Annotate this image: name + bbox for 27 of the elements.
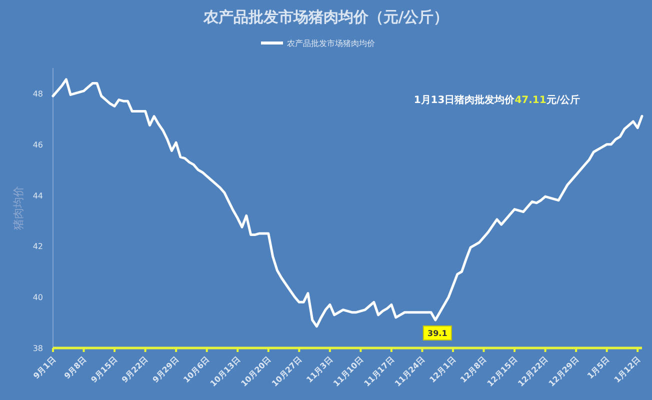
x-tick-label: 12月15日 <box>486 355 519 388</box>
legend-label: 农产品批发市场猪肉均价 <box>287 39 375 48</box>
x-tick-label: 10月6日 <box>182 355 212 385</box>
x-tick-label: 11月24日 <box>393 355 427 388</box>
y-axis-title: 猪肉均价 <box>12 186 25 230</box>
x-tick-label: 12月29日 <box>547 355 580 388</box>
x-tick-label: 9月22日 <box>120 355 150 385</box>
x-tick-label: 11月3日 <box>304 355 334 385</box>
x-tick-label: 9月15日 <box>89 355 119 385</box>
y-tick-label: 38 <box>32 344 43 353</box>
y-tick-label: 44 <box>32 191 43 200</box>
annotation: 1月13日猪肉批发均价47.11元/公斤 <box>414 94 580 106</box>
x-tick-label: 9月29日 <box>151 355 180 385</box>
y-tick-label: 40 <box>32 293 43 302</box>
x-tick-label: 9月8日 <box>62 355 88 381</box>
x-tick-label: 10月27日 <box>270 355 304 388</box>
chart-title: 农产品批发市场猪肉均价（元/公斤） <box>202 8 449 26</box>
data-label: 39.1 <box>428 329 448 338</box>
y-tick-label: 42 <box>32 242 43 252</box>
x-tick-label: 1月5日 <box>586 355 612 381</box>
x-tick-label: 9月1日 <box>32 355 58 381</box>
x-tick-label: 12月1日 <box>428 355 458 385</box>
x-tick-label: 12月8日 <box>458 355 488 385</box>
x-tick-label: 12月22日 <box>516 355 550 388</box>
y-tick-label: 48 <box>32 89 43 98</box>
x-tick-label: 1月12日 <box>612 355 642 385</box>
y-tick-label: 46 <box>32 140 43 150</box>
